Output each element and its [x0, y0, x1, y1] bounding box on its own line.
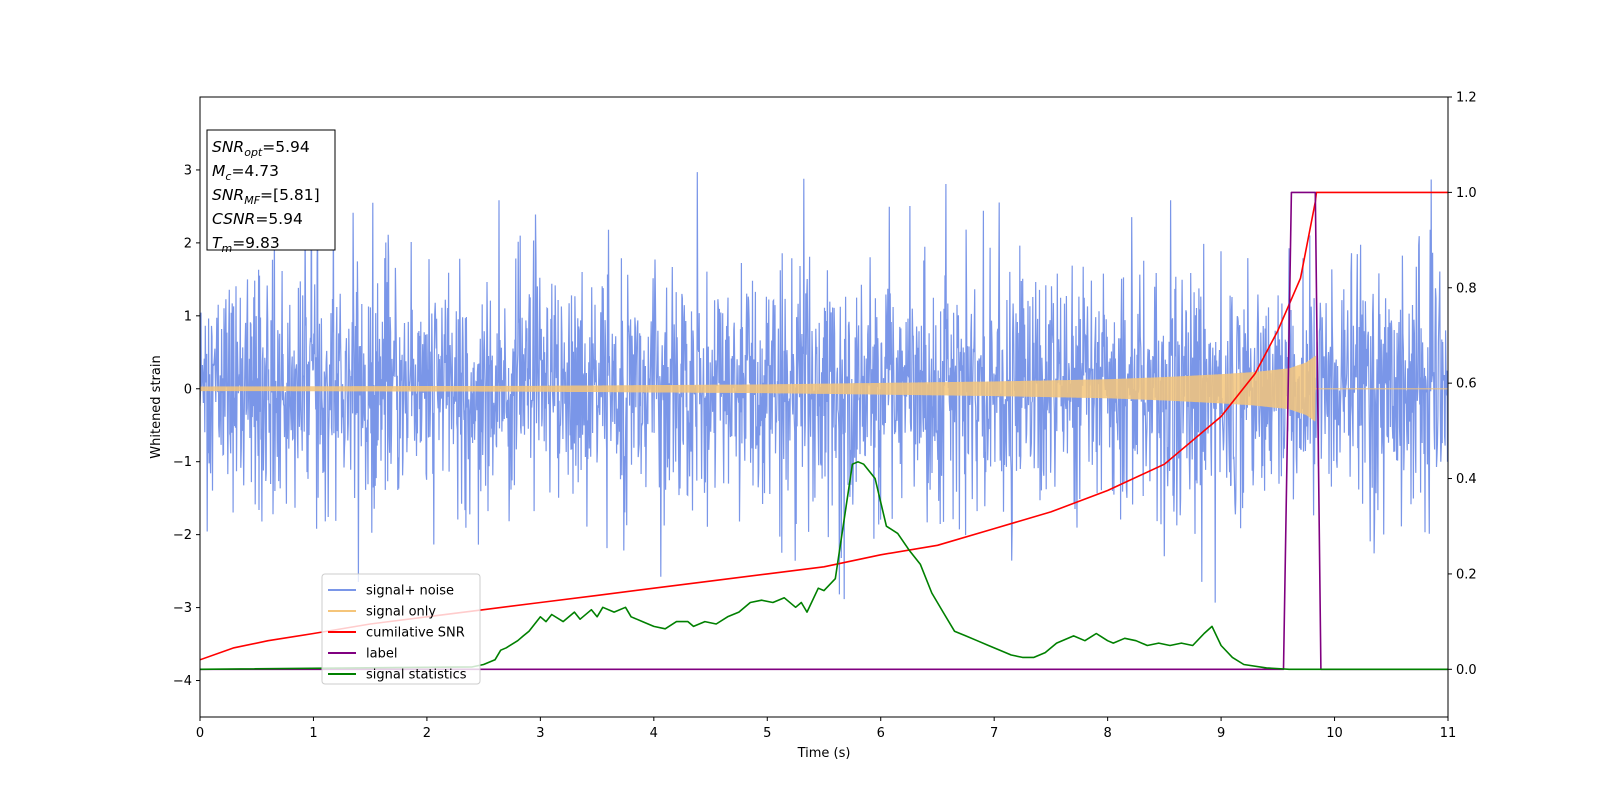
- y2-tick-label: 0.6: [1456, 377, 1477, 392]
- x-tick-label: 6: [877, 726, 885, 741]
- axes-layer: 0 1 2 3 4 5 6 7 8 9 10 11 −4 −3 −2 −1 0 1 2 3 0.0 0.2 0.4 0.6 0.…: [173, 91, 1477, 742]
- legend-signal-statistics: signal statistics: [328, 668, 467, 683]
- y-tick-label: 1: [184, 309, 192, 324]
- series-signal-statistics-line: [200, 461, 1448, 671]
- series-signal-only-line: [200, 355, 1448, 422]
- x-tick-label: 2: [423, 726, 431, 741]
- y-axis-label: Whitened strain: [149, 355, 164, 458]
- y2-tick-label: 0.2: [1456, 567, 1477, 582]
- x-tick-label: 8: [1103, 726, 1111, 741]
- legend-frame: [321, 573, 481, 685]
- legend-signal-only: signal only: [328, 605, 436, 620]
- x-tick-label: 3: [536, 726, 544, 741]
- y2-tick-label: 0.4: [1456, 472, 1477, 487]
- y2-tick-label: 0.8: [1456, 281, 1477, 296]
- y2-tick-label: 1.2: [1456, 91, 1477, 106]
- legend-label: label: [366, 647, 397, 662]
- x-tick-label: 9: [1217, 726, 1225, 741]
- legend-label: cumilative SNR: [366, 626, 465, 641]
- y-tick-label: 3: [184, 163, 192, 178]
- legend-label: signal only: [366, 605, 436, 620]
- legend-label: signal statistics: [366, 668, 467, 683]
- info-box: SNRopt=5.94 Mc=4.73 SNRMF=[5.81] CSNR=5.94 T…: [206, 129, 336, 255]
- info-line: CSNR=5.94: [212, 210, 303, 228]
- x-axis-label: Time (s): [797, 746, 851, 761]
- y2-tick-label: 0.0: [1456, 663, 1477, 678]
- legend: signal+ noise signal only cumilative SNR la…: [321, 573, 481, 685]
- legend-label: signal+ noise: [366, 584, 454, 599]
- legend-cumilative-snr: cumilative SNR: [328, 626, 465, 641]
- y-tick-label: −4: [173, 674, 192, 689]
- info-box-frame: [206, 129, 336, 251]
- y-tick-label: −3: [173, 601, 192, 616]
- y-tick-label: 2: [184, 236, 192, 251]
- x-tick-label: 4: [650, 726, 658, 741]
- info-line: SNRMF=[5.81]: [212, 186, 320, 207]
- y-tick-label: −2: [173, 528, 192, 543]
- x-tick-label: 0: [196, 726, 204, 741]
- y-tick-label: 0: [184, 382, 192, 397]
- x-tick-label: 10: [1326, 726, 1343, 741]
- plot-frame: [199, 96, 1449, 718]
- x-tick-label: 7: [990, 726, 998, 741]
- legend-signal-noise: signal+ noise: [328, 584, 454, 599]
- y-tick-label: −1: [173, 455, 192, 470]
- x-tick-label: 1: [309, 726, 317, 741]
- x-tick-label: 5: [763, 726, 771, 741]
- info-line: Mc=4.73: [212, 162, 279, 183]
- info-line: SNRopt=5.94: [212, 138, 310, 159]
- series-signal-noise-line: [200, 167, 1448, 603]
- info-line: Tm=9.83: [212, 234, 280, 255]
- x-tick-label: 11: [1440, 726, 1457, 741]
- y2-tick-label: 1.0: [1456, 186, 1477, 201]
- legend-label: label: [328, 647, 397, 662]
